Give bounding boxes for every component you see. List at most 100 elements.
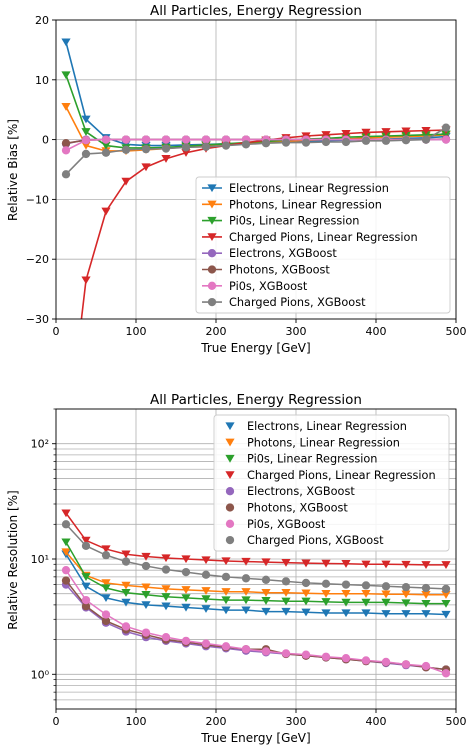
resolution-series-charged-pions-linear-regression <box>61 509 451 569</box>
bias-legend-label: Electrons, Linear Regression <box>229 182 389 195</box>
resolution-data-point <box>241 588 251 596</box>
bias-legend-entry: Pi0s, Linear Regression <box>202 215 359 228</box>
resolution-data-point <box>161 554 171 563</box>
bias-data-point <box>61 170 71 179</box>
resolution-series-electrons-linear-regression <box>61 550 451 619</box>
bias-x-ticks: 0 100 200 300 400 500 <box>53 319 466 338</box>
resolution-legend-entry: Charged Pions, Linear Regression <box>225 469 436 482</box>
resolution-data-point <box>141 628 151 637</box>
resolution-series-fit-curve <box>65 551 446 596</box>
resolution-data-point <box>341 654 351 663</box>
resolution-data-point <box>401 560 411 569</box>
bias-data-point <box>161 155 171 163</box>
bias-y-tick-label: 10 <box>35 74 49 87</box>
resolution-x-tick-label: 0 <box>53 715 60 728</box>
resolution-data-point <box>341 609 351 618</box>
resolution-data-point <box>181 594 191 603</box>
resolution-series-charged-pions-xgboost <box>61 520 451 594</box>
resolution-data-point <box>381 657 391 667</box>
bias-legend-entry: Electrons, Linear Regression <box>202 182 389 195</box>
bias-x-axis-label: True Energy [GeV] <box>200 341 310 355</box>
resolution-data-point <box>361 609 371 618</box>
bias-legend-label: Charged Pions, XGBoost <box>229 296 366 309</box>
resolution-data-point <box>261 575 271 584</box>
bias-legend-marker <box>207 281 217 290</box>
bias-chart: All Particles, Energy Regression 0 100 200… <box>6 3 466 355</box>
bias-data-point <box>441 123 451 132</box>
bias-data-point <box>121 145 131 154</box>
resolution-data-point <box>61 566 71 575</box>
bias-legend-label: Electrons, XGBoost <box>229 247 337 260</box>
resolution-data-point <box>161 633 171 642</box>
resolution-data-point <box>181 636 191 645</box>
resolution-data-point <box>361 560 371 569</box>
bias-data-point <box>441 135 451 144</box>
resolution-data-point <box>261 558 271 567</box>
bias-data-point <box>421 131 431 139</box>
resolution-data-point <box>61 538 71 547</box>
resolution-data-point <box>341 590 351 598</box>
bias-data-point <box>81 128 91 136</box>
resolution-data-point <box>201 595 211 604</box>
resolution-data-point <box>221 596 231 605</box>
resolution-data-point <box>281 577 291 586</box>
bias-legend-marker <box>207 216 217 225</box>
bias-x-tick-label: 500 <box>446 325 466 338</box>
resolution-data-point <box>121 589 131 597</box>
resolution-legend-marker <box>225 438 235 447</box>
resolution-y-tick-label: 10¹ <box>31 553 49 566</box>
bias-legend-label: Pi0s, Linear Regression <box>229 215 359 228</box>
resolution-data-point <box>101 610 111 619</box>
bias-data-point <box>261 139 271 148</box>
resolution-data-point <box>181 567 191 577</box>
resolution-x-tick-label: 500 <box>446 715 466 728</box>
resolution-data-point <box>301 608 311 617</box>
resolution-legend-entry: Photons, Linear Regression <box>225 436 400 449</box>
resolution-data-point <box>161 565 171 574</box>
resolution-data-point <box>281 589 291 597</box>
resolution-y-ticks: 10⁰ 10¹ 10² <box>31 408 56 701</box>
resolution-legend-box <box>213 414 450 552</box>
resolution-legend-entry: Electrons, Linear Regression <box>225 420 407 433</box>
resolution-y-tick-label: 10² <box>31 438 49 451</box>
resolution-data-point <box>381 590 391 599</box>
bias-legend-label: Photons, Linear Regression <box>229 198 382 211</box>
resolution-legend-entry: Pi0s, XGBoost <box>225 518 326 531</box>
resolution-data-point <box>221 588 231 596</box>
resolution-data-point <box>421 599 431 608</box>
resolution-data-point <box>381 582 391 591</box>
bias-data-point <box>61 71 71 80</box>
resolution-data-point <box>361 656 371 665</box>
resolution-legend-label: Pi0s, XGBoost <box>247 518 326 531</box>
resolution-data-point <box>441 599 451 608</box>
resolution-data-point <box>141 561 151 571</box>
bias-data-point <box>401 127 411 136</box>
bias-x-tick-label: 200 <box>206 325 227 338</box>
bias-data-point <box>81 141 91 150</box>
bias-data-point <box>181 135 191 144</box>
resolution-legend-marker <box>225 422 235 431</box>
resolution-data-point <box>241 574 251 583</box>
bias-data-point <box>201 135 211 144</box>
resolution-y-tick-label: 10⁰ <box>31 668 50 681</box>
resolution-data-point <box>141 591 151 599</box>
resolution-data-point <box>121 581 131 590</box>
resolution-data-point <box>421 661 431 671</box>
resolution-series-fit-curve <box>65 512 446 566</box>
resolution-x-tick-label: 100 <box>126 715 147 728</box>
bias-legend-entry: Charged Pions, XGBoost <box>202 296 366 309</box>
resolution-data-point <box>401 610 411 618</box>
bias-legend-marker <box>207 249 217 258</box>
bias-data-point <box>181 143 191 152</box>
bias-legend-entry: Photons, Linear Regression <box>202 198 382 211</box>
resolution-legend-label: Electrons, XGBoost <box>247 485 355 498</box>
bias-plot-area <box>61 38 451 319</box>
resolution-data-point <box>201 639 211 648</box>
resolution-data-point <box>221 642 231 651</box>
resolution-data-point <box>241 557 251 566</box>
resolution-data-point <box>321 559 331 568</box>
bias-data-point <box>61 38 71 47</box>
resolution-data-point <box>241 645 251 654</box>
bias-data-point <box>81 115 91 124</box>
resolution-data-point <box>221 557 231 566</box>
